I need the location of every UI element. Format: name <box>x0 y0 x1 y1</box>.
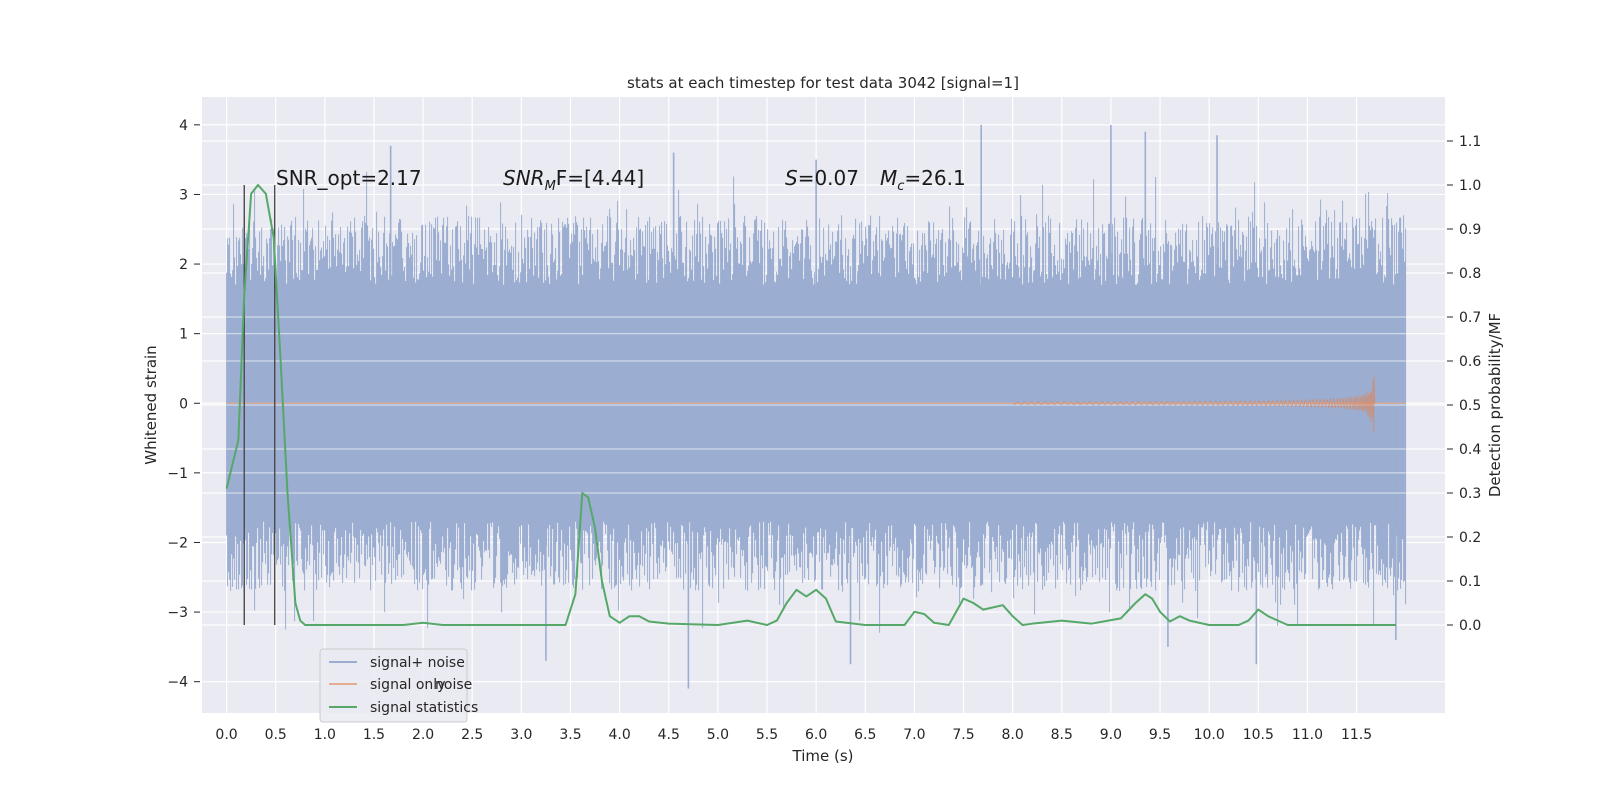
legend-ghost-noise: noise <box>435 677 472 693</box>
y-tick-label: 2 <box>179 257 188 273</box>
x-tick-label: 3.0 <box>510 727 532 743</box>
annotation-snr-opt: SNR_opt=2.17 <box>276 166 422 190</box>
x-tick-label: 6.5 <box>854 727 876 743</box>
x-tick-label: 5.5 <box>756 727 778 743</box>
annotation-mc: Mc=26.1 <box>880 166 966 194</box>
y-right-tick-label: 0.7 <box>1459 310 1481 326</box>
x-tick-label: 1.5 <box>363 727 385 743</box>
x-tick-label: 5.0 <box>707 727 729 743</box>
annotation-snr-mf-rest: F=[4.44] <box>556 166 644 190</box>
y-right-tick-label: 0.1 <box>1459 574 1481 590</box>
x-tick-label: 7.0 <box>903 727 925 743</box>
x-tick-label: 3.5 <box>559 727 581 743</box>
x-tick-label: 4.5 <box>658 727 680 743</box>
legend-box <box>319 648 468 723</box>
y-tick-label: 4 <box>179 118 188 134</box>
y-right-tick-label: 1.0 <box>1459 178 1481 194</box>
y-tick-label: −3 <box>167 605 188 621</box>
x-tick-label: 10.5 <box>1243 727 1274 743</box>
x-tick-label: 8.5 <box>1051 727 1073 743</box>
x-tick-label: 0.5 <box>265 727 287 743</box>
y-tick-label: −4 <box>167 675 188 691</box>
y-tick-label: 3 <box>179 187 188 203</box>
y-right-tick-label: 0.5 <box>1459 398 1481 414</box>
axis-ticks: 0.0 0.5 1.0 1.5 2.0 2.5 3.0 3.5 4.0 4.5 5.0 5.5 6.0 6… <box>167 118 1481 743</box>
y-right-tick-label: 0.2 <box>1459 530 1481 546</box>
annotation-s: S=0.07 <box>785 166 859 190</box>
x-axis-label: Time (s) <box>792 747 854 765</box>
x-tick-label: 9.5 <box>1149 727 1171 743</box>
y-right-tick-label: 0.6 <box>1459 354 1481 370</box>
annotation-snr-mf-sub: M <box>545 179 556 194</box>
x-tick-label: 4.0 <box>608 727 630 743</box>
y-right-tick-label: 0.9 <box>1459 222 1481 238</box>
x-tick-label: 1.0 <box>314 727 336 743</box>
legend-label-statistics: signal statistics <box>370 700 478 716</box>
annotation-snr-mf: SNRMF=[4.44] <box>503 166 644 194</box>
x-tick-label: 2.0 <box>412 727 434 743</box>
x-tick-label: 11.0 <box>1292 727 1323 743</box>
y-axis-label-left: Whitened strain <box>142 345 160 464</box>
y-axis-label-right: Detection probability/MF <box>1486 313 1504 497</box>
signal-only-series <box>226 375 1406 433</box>
legend-label-signal: signal only <box>370 677 445 693</box>
annotation-s-label: S <box>785 166 798 190</box>
y-tick-label: 0 <box>179 396 188 412</box>
signal-statistics-series <box>225 184 1396 626</box>
legend: signal+ noise noise signal only signal s… <box>319 648 478 723</box>
annotation-snr-mf-label: SNR <box>503 166 545 190</box>
x-tick-label: 10.0 <box>1194 727 1225 743</box>
x-tick-label: 0.0 <box>215 727 237 743</box>
statistics-line <box>225 184 1396 626</box>
x-tick-label: 7.5 <box>952 727 974 743</box>
y-right-tick-label: 0.0 <box>1459 618 1481 634</box>
annotation-s-value: =0.07 <box>798 166 859 190</box>
x-tick-label: 9.0 <box>1100 727 1122 743</box>
x-tick-label: 6.0 <box>805 727 827 743</box>
x-tick-label: 11.5 <box>1341 727 1372 743</box>
annotation-mc-value: =26.1 <box>904 166 965 190</box>
y-right-tick-label: 1.1 <box>1459 134 1481 150</box>
x-tick-label: 2.5 <box>461 727 483 743</box>
y-right-tick-label: 0.4 <box>1459 442 1481 458</box>
y-right-tick-label: 0.8 <box>1459 266 1481 282</box>
chart-title: stats at each timestep for test data 304… <box>627 74 1019 92</box>
signal-chirp <box>1012 375 1377 433</box>
annotation-mc-sub: c <box>897 179 904 194</box>
y-tick-label: 1 <box>179 327 188 343</box>
legend-label-noise: signal+ noise <box>370 655 465 671</box>
annotation-mc-label: M <box>880 166 897 190</box>
y-tick-label: −2 <box>167 535 188 551</box>
y-tick-label: −1 <box>167 466 188 482</box>
y-right-tick-label: 0.3 <box>1459 486 1481 502</box>
x-tick-label: 8.0 <box>1002 727 1024 743</box>
